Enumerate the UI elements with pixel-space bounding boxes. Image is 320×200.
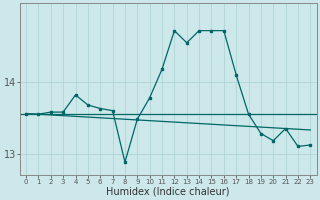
X-axis label: Humidex (Indice chaleur): Humidex (Indice chaleur) — [107, 187, 230, 197]
